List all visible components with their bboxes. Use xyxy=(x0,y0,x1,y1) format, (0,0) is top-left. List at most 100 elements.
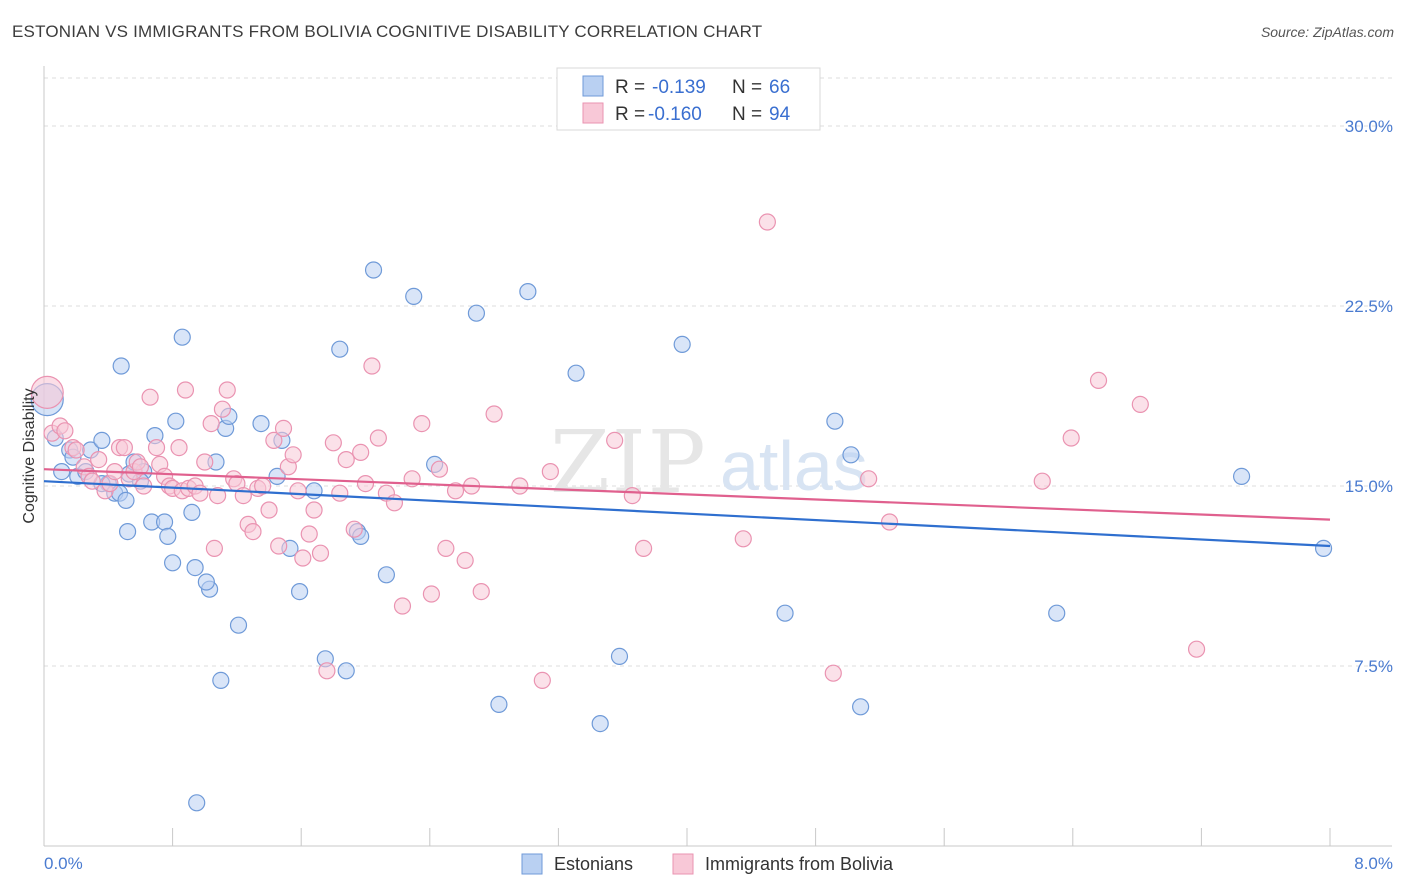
y-tick-labels: 7.5% 15.0% 22.5% 30.0% xyxy=(1345,117,1393,676)
y-axis-label: Cognitive Disability xyxy=(21,388,38,523)
estonian-point xyxy=(842,446,860,464)
estonian-point xyxy=(173,328,191,346)
trend-lines xyxy=(43,468,1331,548)
bolivia-point xyxy=(385,494,404,512)
bolivia-point xyxy=(1131,395,1149,413)
bolivia-point xyxy=(115,439,133,457)
bolivia-point xyxy=(1062,429,1080,447)
estonian-point xyxy=(117,491,135,509)
estonian-point xyxy=(305,482,323,500)
estonian-point xyxy=(290,582,309,601)
bolivia-point xyxy=(202,415,220,433)
estonian-point xyxy=(167,412,185,430)
bolivia-point xyxy=(176,381,195,399)
bolivia-point xyxy=(265,431,283,449)
estonian-point xyxy=(852,698,870,716)
estonian-point xyxy=(252,415,270,433)
estonian-point xyxy=(377,566,395,584)
bolivia-point xyxy=(1033,472,1051,490)
estonian-point xyxy=(1048,604,1066,622)
bolivia-point xyxy=(311,544,330,562)
estonian-point xyxy=(164,554,182,572)
legend-r-label: R = xyxy=(615,104,645,125)
bolivia-point xyxy=(345,520,363,538)
bolivia-point xyxy=(352,443,370,461)
bolivia-point xyxy=(758,213,776,231)
bottom-legend-bolivia: Immigrants from Bolivia xyxy=(705,854,894,874)
bolivia-point xyxy=(456,551,474,570)
estonian-point xyxy=(93,431,111,449)
estonian-point xyxy=(212,671,230,690)
watermark: ZIP atlas xyxy=(550,413,868,513)
bolivia-point xyxy=(131,458,150,476)
bolivia-trend-line xyxy=(43,468,1331,521)
bolivia-point xyxy=(213,400,232,418)
chart-source: Source: ZipAtlas.com xyxy=(1260,24,1394,40)
estonian-point xyxy=(155,513,174,531)
bolivia-point xyxy=(337,451,355,469)
bolivia-point xyxy=(170,439,188,457)
bolivia-point xyxy=(324,434,342,452)
bolivia-point xyxy=(209,487,227,505)
bolivia-point xyxy=(363,357,381,375)
estonian-point xyxy=(188,794,206,812)
estonian-point xyxy=(331,340,349,358)
bottom-legend-estonians: Estonians xyxy=(554,854,633,874)
bolivia-point xyxy=(393,597,412,615)
y-tick-label: 15.0% xyxy=(1345,477,1393,496)
estonian-point xyxy=(268,467,286,485)
bolivia-point xyxy=(446,482,465,500)
bolivia-point xyxy=(289,482,307,500)
bolivia-point xyxy=(270,537,288,555)
watermark-atlas: atlas xyxy=(720,427,868,505)
bottom-legend-swatch-estonians xyxy=(521,853,543,875)
x-tick-label: 0.0% xyxy=(44,854,83,873)
legend-n-value: 66 xyxy=(769,77,790,98)
bolivia-point xyxy=(284,446,302,464)
y-tick-label: 7.5% xyxy=(1354,657,1393,676)
bolivia-point xyxy=(274,419,293,437)
bolivia-point xyxy=(141,388,159,406)
bolivia-point xyxy=(860,470,878,488)
estonian-point xyxy=(183,503,201,522)
estonian-point xyxy=(673,335,691,353)
bolivia-point xyxy=(734,530,752,548)
bolivia-point xyxy=(356,475,375,493)
legend-n-label: N = xyxy=(732,104,762,125)
estonian-point xyxy=(519,283,537,301)
estonian-point xyxy=(1232,467,1251,485)
bolivia-point xyxy=(533,671,551,690)
bolivia-point xyxy=(541,463,559,481)
bolivia-point xyxy=(294,549,312,567)
axes xyxy=(43,66,1392,847)
estonian-point xyxy=(337,662,355,680)
estonian-point xyxy=(112,357,130,375)
legend-n-label: N = xyxy=(732,77,762,98)
estonian-point xyxy=(467,304,486,322)
bolivia-point xyxy=(56,422,74,440)
bolivia-point xyxy=(191,484,209,502)
legend-swatch-blue xyxy=(582,75,604,97)
estonian-point xyxy=(53,463,71,481)
bolivia-point xyxy=(437,539,455,558)
bolivia-point xyxy=(305,501,323,519)
bolivia-point xyxy=(413,415,431,433)
estonian-point xyxy=(591,714,609,733)
bolivia-point xyxy=(318,662,336,680)
estonian-point xyxy=(186,558,204,577)
bolivia-point xyxy=(260,501,278,519)
bolivia-point xyxy=(1187,640,1206,658)
legend-r-value: -0.139 xyxy=(652,77,706,98)
x-tick-label: 8.0% xyxy=(1354,854,1393,873)
estonian-point xyxy=(1314,539,1333,558)
bottom-legend: Estonians Immigrants from Bolivia xyxy=(521,853,894,875)
estonian-point xyxy=(826,412,844,430)
y-tick-label: 22.5% xyxy=(1345,297,1393,316)
bolivia-point xyxy=(300,525,318,543)
estonian-point xyxy=(490,695,508,714)
legend-swatch-pink xyxy=(582,102,604,124)
bolivia-point xyxy=(244,522,262,541)
bolivia-point xyxy=(67,441,85,459)
bolivia-point xyxy=(83,472,101,490)
bolivia-point xyxy=(369,429,387,447)
